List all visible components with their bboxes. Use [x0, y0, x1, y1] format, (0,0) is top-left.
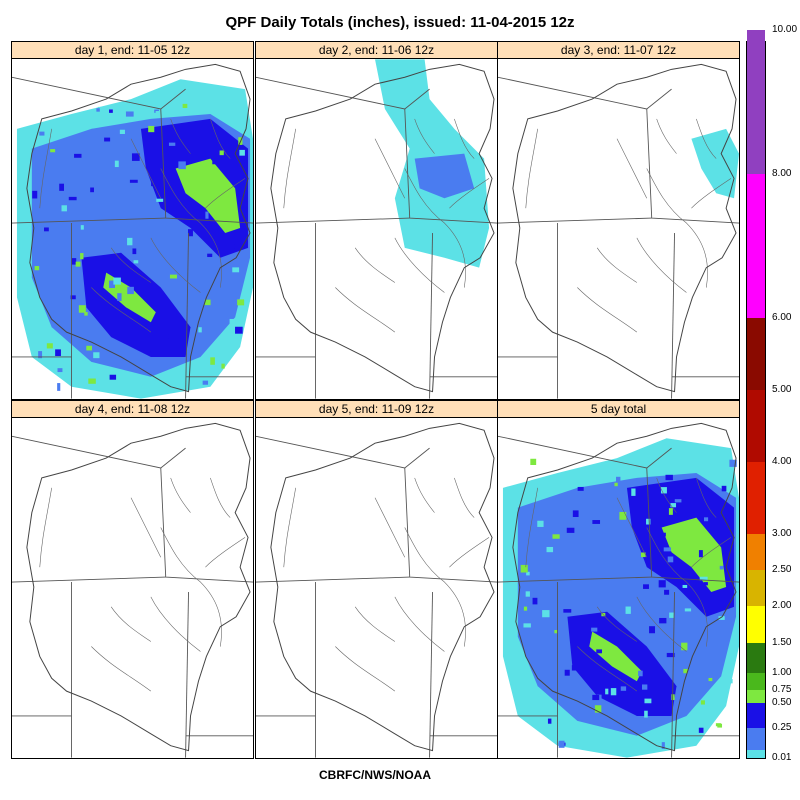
colorbar-tick-label: 4.00	[772, 456, 792, 467]
colorbar-tick-label: 10.00	[772, 24, 798, 35]
basin-map	[498, 418, 739, 758]
precip-field	[256, 59, 497, 399]
precip-field	[498, 63, 739, 399]
colorbar-tick-label: 3.00	[772, 528, 792, 539]
colorbar-segment	[747, 703, 765, 728]
figure-title: QPF Daily Totals (inches), issued: 11-04…	[225, 14, 575, 31]
colorbar-segment	[747, 690, 765, 703]
colorbar-segment	[747, 462, 765, 534]
colorbar-segment	[747, 728, 765, 750]
precip-field	[498, 422, 739, 758]
panel-label: day 3, end: 11-07 12z	[498, 42, 739, 59]
colorbar-tick-label: 0.50	[772, 697, 792, 708]
map-panel-5: day 5, end: 11-09 12z	[255, 400, 498, 759]
precip-field	[12, 422, 253, 758]
colorbar	[746, 30, 766, 759]
credit-footer: CBRFC/NWS/NOAA	[319, 768, 431, 782]
colorbar-segment	[747, 30, 765, 174]
colorbar-tick-label: 8.00	[772, 168, 792, 179]
panel-label: day 2, end: 11-06 12z	[256, 42, 497, 59]
panel-label: day 5, end: 11-09 12z	[256, 401, 497, 418]
colorbar-segment	[747, 390, 765, 462]
precip-field	[256, 422, 497, 758]
colorbar-tick-label: 1.00	[772, 667, 792, 678]
panel-label: 5 day total	[498, 401, 739, 418]
colorbar-tick-label: 2.00	[772, 600, 792, 611]
basin-map	[12, 59, 253, 399]
colorbar-tick-label: 1.50	[772, 637, 792, 648]
colorbar-segment	[747, 318, 765, 390]
precip-field	[12, 63, 253, 399]
colorbar-segment	[747, 750, 765, 758]
map-panel-1: day 1, end: 11-05 12z	[11, 41, 254, 400]
basin-map	[12, 418, 253, 758]
map-panel-4: day 4, end: 11-08 12z	[11, 400, 254, 759]
colorbar-segment	[747, 534, 765, 570]
colorbar-tick-label: 0.25	[772, 722, 792, 733]
colorbar-tick-label: 5.00	[772, 384, 792, 395]
basin-map	[256, 418, 497, 758]
colorbar-segment	[747, 643, 765, 673]
colorbar-tick-label: 0.75	[772, 684, 792, 695]
map-panel-3: day 3, end: 11-07 12z	[497, 41, 740, 400]
basin-map	[498, 59, 739, 399]
basin-map	[256, 59, 497, 399]
map-panel-2: day 2, end: 11-06 12z	[255, 41, 498, 400]
map-panel-6: 5 day total	[497, 400, 740, 759]
panel-label: day 4, end: 11-08 12z	[12, 401, 253, 418]
colorbar-tick-label: 6.00	[772, 312, 792, 323]
colorbar-segment	[747, 570, 765, 606]
colorbar-tick-label: 2.50	[772, 564, 792, 575]
colorbar-segment	[747, 174, 765, 318]
panel-label: day 1, end: 11-05 12z	[12, 42, 253, 59]
colorbar-segment	[747, 673, 765, 690]
colorbar-segment	[747, 606, 765, 643]
colorbar-tick-label: 0.01	[772, 752, 792, 763]
